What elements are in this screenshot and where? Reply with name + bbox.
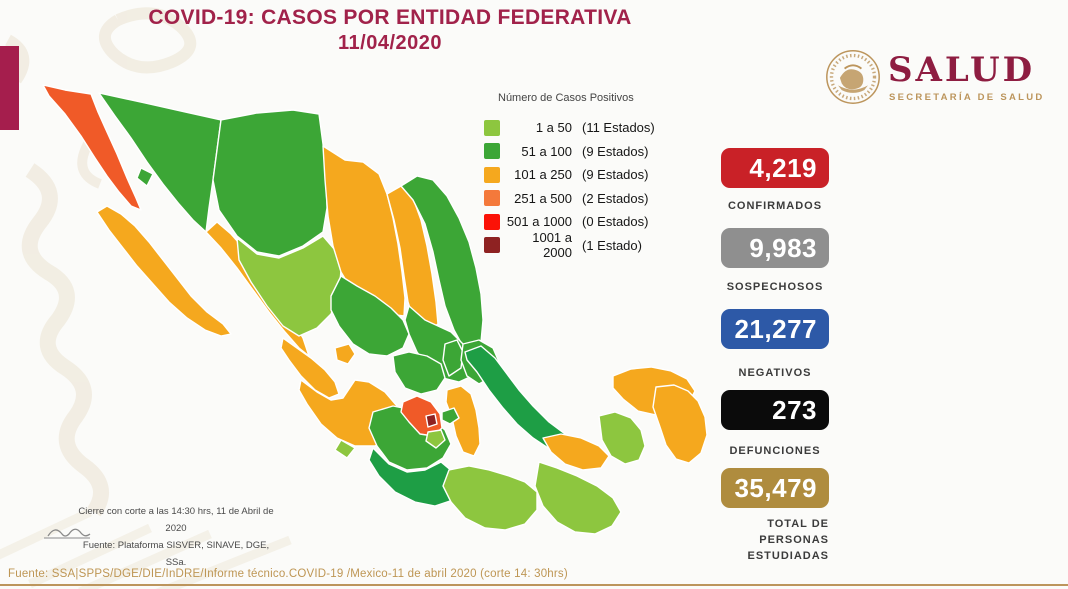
legend-item: 101 a 250 (9 Estados): [484, 163, 694, 187]
legend-swatch: [484, 237, 500, 254]
state-cdmx: [425, 413, 438, 428]
state-aguascalientes: [334, 343, 356, 365]
legend-count: (9 Estados): [582, 167, 649, 183]
map-notes: Cierre con corte a las 14:30 hrs, 11 de …: [76, 503, 276, 571]
legend-range: 501 a 1000: [506, 214, 572, 230]
state-queretaro: [442, 339, 464, 377]
legend-item: 251 a 500 (2 Estados): [484, 187, 694, 211]
legend-range: 101 a 250: [514, 167, 572, 183]
state-oaxaca: [442, 465, 538, 531]
legend-range: 51 a 100: [521, 143, 572, 159]
state-baja-california: [42, 84, 142, 211]
state-quintana-roo: [652, 384, 708, 464]
state-colima: [334, 439, 356, 459]
mexico-coat-of-arms-icon: [826, 50, 880, 104]
legend-swatch: [484, 213, 500, 230]
confirmed-count-badge: 4,219: [721, 148, 829, 188]
map-note-source: Fuente: Plataforma SISVER, SINAVE, DGE, …: [82, 540, 270, 569]
legend-range: 1 a 50: [535, 120, 572, 136]
map-legend: Número de Casos Positivos 1 a 50 (11 Est…: [484, 92, 694, 260]
footer-divider: [0, 584, 1068, 586]
legend-count: (1 Estado): [582, 237, 642, 253]
wave-icon: [44, 528, 91, 539]
state-guanajuato: [392, 351, 446, 395]
state-baja-california-sur: [96, 205, 232, 337]
negative-count-badge: 21,277: [721, 309, 829, 349]
legend-count: (2 Estados): [582, 190, 649, 206]
state-campeche: [598, 411, 646, 465]
legend-count: (0 Estados): [582, 214, 649, 230]
state-coahuila: [322, 145, 406, 317]
total-studied-label: TOTAL DE PERSONAS ESTUDIADAS: [689, 516, 829, 564]
isla-tiburon: [136, 167, 154, 187]
state-nayarit: [280, 337, 340, 399]
legend-item: 501 a 1000 (0 Estados): [484, 210, 694, 234]
total-studied-label-line: ESTUDIADAS: [747, 550, 829, 562]
legend-count: (11 Estados): [582, 120, 655, 136]
state-zacatecas: [330, 275, 410, 357]
map-note-cutoff: Cierre con corte a las 14:30 hrs, 11 de …: [78, 506, 274, 535]
legend-title: Número de Casos Positivos: [498, 92, 634, 104]
footer-source: Fuente: SSA|SPPS/DGE/DIE/InDRE/Informe t…: [8, 568, 568, 580]
state-chihuahua: [212, 109, 328, 257]
confirmed-label: CONFIRMADOS: [727, 200, 823, 212]
state-tabasco: [542, 433, 610, 471]
legend-item: 1001 a 2000 (1 Estado): [484, 230, 694, 260]
legend-swatch: [484, 119, 500, 136]
salud-wordmark: SALUD: [888, 50, 1036, 90]
legend-swatch: [484, 143, 500, 160]
mexico-choropleth-map: [42, 84, 708, 535]
total-studied-label-line: TOTAL DE: [767, 518, 829, 530]
state-chiapas: [534, 461, 622, 535]
secretaria-de-salud-label: SECRETARÍA DE SALUD: [889, 92, 1045, 103]
legend-item: 1 a 50 (11 Estados): [484, 116, 694, 140]
accent-bar: [0, 46, 19, 130]
legend-count: (9 Estados): [582, 143, 649, 159]
legend-range: 1001 a 2000: [532, 230, 572, 261]
report-date: 11/04/2020: [338, 32, 442, 55]
header: COVID-19: CASOS POR ENTIDAD FEDERATIVA 1…: [105, 5, 675, 55]
suspected-label: SOSPECHOSOS: [726, 281, 824, 293]
page-title: COVID-19: CASOS POR ENTIDAD FEDERATIVA: [148, 6, 632, 29]
legend-swatch: [484, 190, 500, 207]
negative-label: NEGATIVOS: [738, 367, 812, 379]
deaths-label: DEFUNCIONES: [729, 445, 821, 457]
legend-range: 251 a 500: [514, 190, 572, 206]
state-tlaxcala: [441, 407, 460, 425]
suspected-count-badge: 9,983: [721, 228, 829, 268]
legend-swatch: [484, 166, 500, 183]
total-studied-count-badge: 35,479: [721, 468, 829, 508]
deaths-count-badge: 273: [721, 390, 829, 430]
state-morelos: [425, 429, 446, 449]
legend-item: 51 a 100 (9 Estados): [484, 140, 694, 164]
total-studied-label-line: PERSONAS: [759, 534, 829, 546]
